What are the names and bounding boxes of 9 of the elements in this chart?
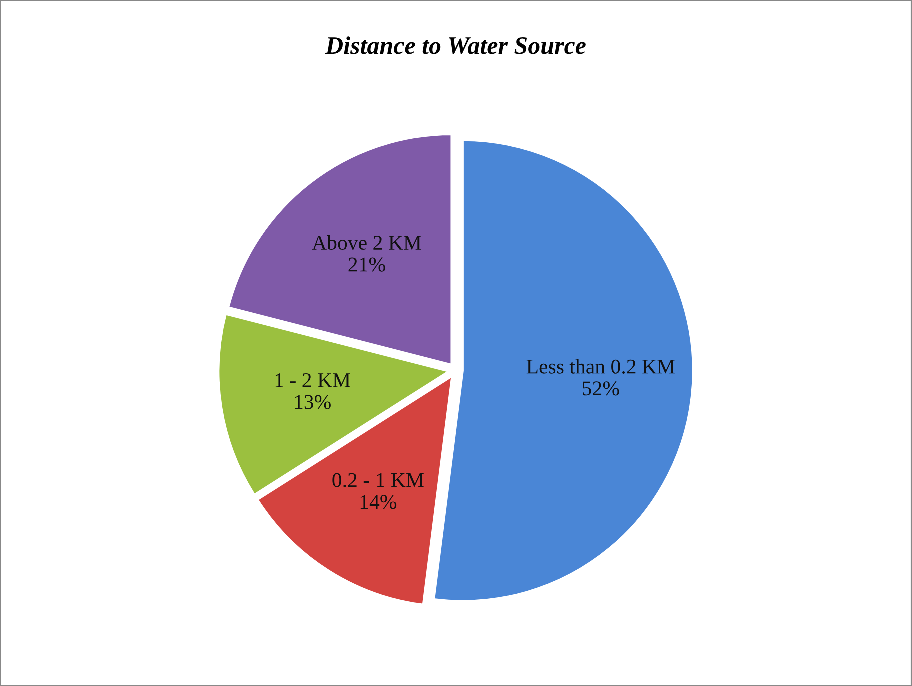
data-label: 21% [348, 258, 386, 272]
data-label: 52% [583, 382, 620, 396]
slice-label: Above 2 KM [312, 235, 422, 250]
slice-label: 1 - 2 KM [276, 373, 350, 388]
data-label: 14% [360, 495, 397, 510]
data-label: 13% [295, 395, 331, 410]
slice-label: Less than 0.2 KM [526, 359, 675, 374]
slice-label: 0.2 - 1 KM [332, 473, 424, 488]
chart-title: Distance to Water Source [325, 36, 586, 54]
